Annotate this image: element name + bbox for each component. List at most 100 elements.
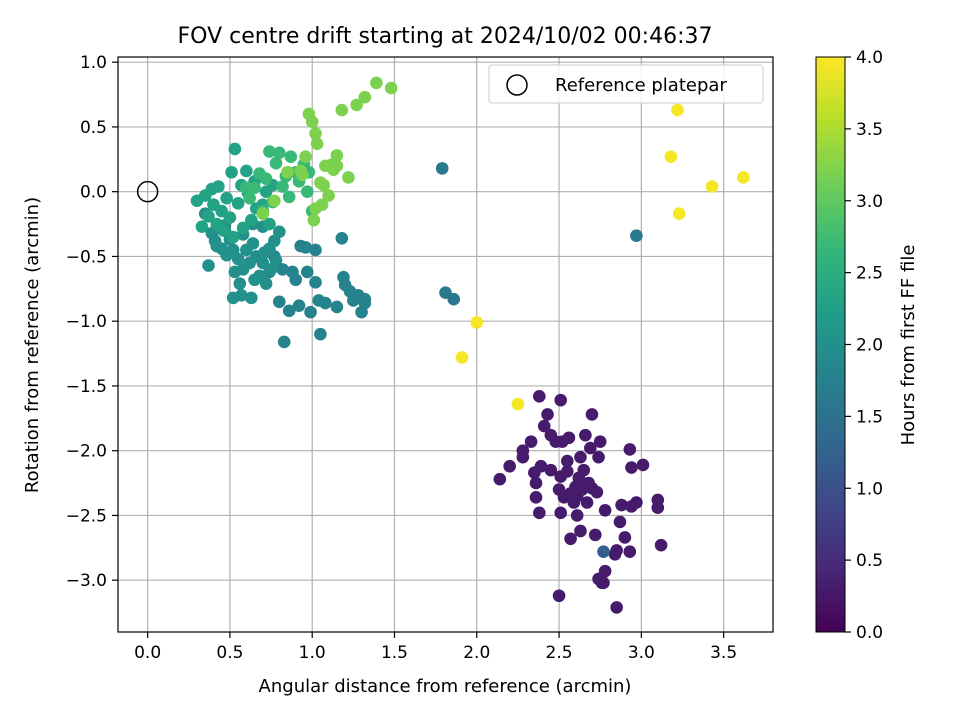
colorbar-tick-label: 0.5 [856, 551, 883, 571]
data-point [317, 178, 331, 192]
data-point [503, 459, 516, 473]
data-point [256, 207, 270, 221]
data-point [358, 90, 372, 104]
colorbar-tick-label: 1.0 [856, 479, 883, 499]
data-point [269, 254, 283, 267]
data-point [470, 316, 484, 329]
data-point [625, 461, 638, 474]
data-point [597, 545, 610, 559]
data-point [630, 496, 643, 509]
data-point [544, 463, 558, 477]
data-point [562, 431, 576, 445]
data-point [493, 472, 507, 486]
data-point [322, 189, 335, 202]
data-point [245, 213, 258, 227]
data-point [276, 263, 289, 276]
x-axis-ticks: 0.0 0.5 1.0 1.5 2.0 2.5 3.0 3.5 [134, 632, 737, 663]
colorbar-tick-label: 4.0 [856, 48, 883, 68]
data-point [330, 300, 344, 314]
data-point [598, 503, 612, 517]
data-point [350, 98, 363, 112]
data-point [233, 277, 247, 290]
data-point [554, 506, 568, 520]
colorbar-tick-label: 2.0 [856, 336, 883, 356]
data-point [300, 265, 314, 279]
data-point [560, 454, 574, 468]
data-point [580, 496, 594, 509]
data-point [245, 291, 258, 305]
data-point [455, 351, 469, 364]
data-point [195, 220, 209, 233]
chart-title: FOV centre drift starting at 2024/10/02 … [178, 24, 713, 49]
data-point [272, 295, 286, 309]
data-point [613, 515, 627, 529]
data-point [593, 435, 607, 448]
data-point [304, 305, 317, 319]
legend-marker-reference [506, 74, 528, 96]
data-point [585, 408, 599, 421]
x-axis-label: Angular distance from reference (arcmin) [259, 676, 632, 697]
data-point [225, 165, 238, 179]
data-point [315, 198, 329, 211]
data-point [335, 232, 349, 245]
data-point [654, 538, 668, 552]
x-tick-label: 3.5 [710, 643, 737, 663]
data-point [330, 149, 344, 162]
y-tick-label: 0.5 [80, 118, 107, 138]
colorbar-label: Hours from first FF file [898, 245, 919, 446]
x-tick-label: 2.0 [463, 643, 490, 663]
data-point [579, 428, 592, 442]
colorbar-ticks: 0.0 0.5 1.0 1.5 2.0 2.5 3.0 3.5 4.0 [845, 48, 883, 643]
data-point [342, 171, 355, 184]
data-point [570, 509, 584, 522]
data-point [292, 299, 306, 312]
data-point [248, 181, 261, 195]
data-point [384, 81, 398, 95]
data-point [309, 127, 322, 140]
data-point [202, 259, 215, 272]
data-point [282, 190, 296, 204]
data-point [307, 213, 321, 227]
data-point [737, 171, 750, 184]
data-point [560, 465, 574, 478]
plot-frame [117, 56, 774, 633]
data-point [524, 435, 538, 448]
data-point [577, 463, 591, 477]
data-point [228, 142, 242, 156]
data-point [223, 211, 237, 224]
data-point [370, 76, 383, 90]
data-point [309, 276, 322, 289]
reference-marker-layer [136, 180, 159, 203]
data-point [610, 544, 623, 557]
y-tick-label: −1.0 [66, 312, 107, 332]
data-point [554, 393, 568, 407]
data-point [231, 197, 245, 210]
data-point [623, 545, 637, 559]
scatter-points [190, 76, 750, 614]
data-point [212, 180, 225, 193]
legend-label-reference: Reference platepar [555, 75, 727, 96]
data-point [299, 150, 312, 164]
data-point [552, 589, 566, 603]
colorbar-tick-label: 1.5 [856, 407, 883, 427]
y-tick-label: 0.0 [80, 183, 107, 203]
data-point [671, 103, 684, 117]
colorbar-tick-label: 3.5 [856, 120, 883, 140]
data-point [310, 137, 324, 151]
legend-box [488, 64, 764, 104]
colorbar-tick-label: 2.5 [856, 264, 883, 284]
data-point [574, 450, 587, 464]
grid-lines [118, 57, 773, 632]
data-point [529, 491, 543, 504]
data-point [231, 252, 245, 266]
data-point [276, 180, 289, 193]
data-point [335, 103, 349, 117]
data-point [296, 168, 309, 182]
data-point [598, 564, 612, 578]
data-point [636, 458, 650, 472]
data-point [240, 164, 253, 178]
data-point [269, 156, 283, 170]
data-point [284, 150, 298, 164]
legend: Reference platepar [488, 64, 764, 104]
